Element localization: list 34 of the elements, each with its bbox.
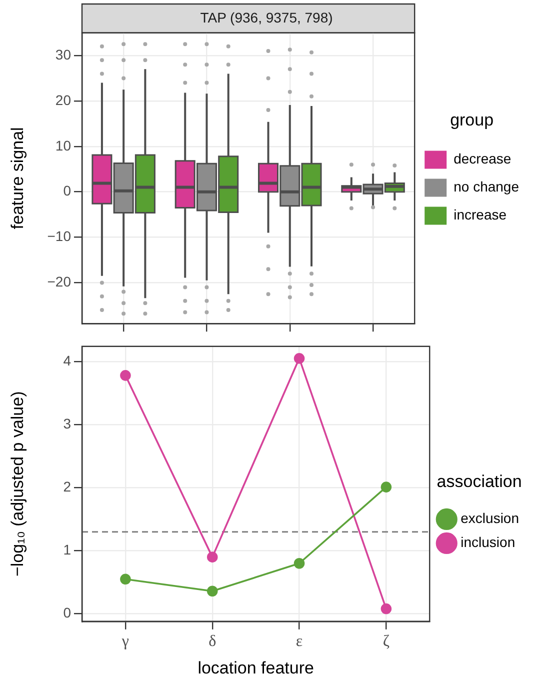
point (120, 574, 131, 585)
y-tick-label: 0 (63, 604, 72, 621)
x-tick-label: ζ (382, 633, 390, 650)
legend-label: inclusion (460, 534, 516, 550)
y-tick-label: 20 (55, 92, 72, 108)
legend-label: decrease (454, 150, 512, 167)
y-tick-label: −20 (47, 274, 72, 290)
point (120, 370, 131, 381)
y-tick-label: 1 (63, 542, 72, 558)
chart-title: TAP (936, 9375, 798) (200, 9, 333, 26)
point (206, 552, 218, 562)
legend-label: no change (454, 178, 520, 195)
x-tick-label: δ (208, 633, 216, 650)
y-tick-label: 10 (55, 137, 72, 154)
point (294, 352, 305, 364)
point (380, 603, 392, 614)
y-tick-label: 2 (63, 478, 72, 495)
point (380, 482, 392, 492)
y-axis-title: −log₁₀ (adjusted p value) (8, 391, 27, 577)
y-tick-label: 0 (63, 182, 72, 199)
point (206, 586, 218, 597)
y-axis-title: feature signal (8, 127, 27, 230)
legend-title: association (436, 472, 522, 491)
y-tick-label: 3 (63, 415, 72, 432)
legend-label: increase (454, 206, 507, 223)
legend-title: group (450, 110, 494, 130)
x-tick-label: γ (120, 633, 129, 650)
x-tick-label: ε (296, 633, 303, 650)
x-axis-title: location feature (198, 658, 314, 678)
y-tick-label: −10 (47, 228, 72, 244)
y-tick-label: 4 (63, 352, 72, 368)
legend-label: exclusion (460, 510, 520, 526)
y-tick-label: 30 (55, 46, 72, 62)
point (294, 558, 305, 569)
